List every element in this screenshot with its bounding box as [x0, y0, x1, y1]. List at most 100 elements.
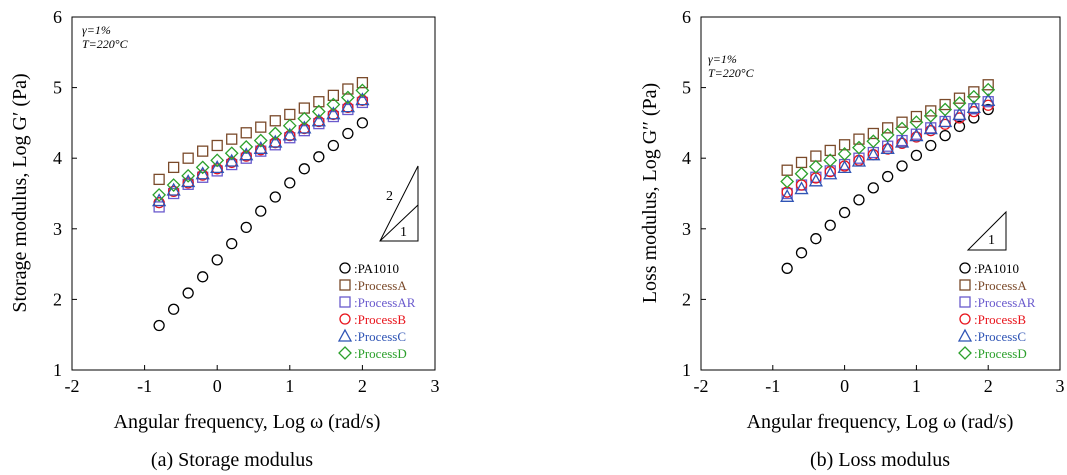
- point-processd: [340, 90, 355, 105]
- x-tick-label: 3: [431, 376, 440, 396]
- point-processc: [780, 188, 795, 202]
- legend-label-processc: :ProcessC: [354, 329, 406, 344]
- point-processd: [866, 134, 881, 149]
- point-processb: [240, 150, 252, 162]
- point-processd: [268, 126, 283, 141]
- legend-marker-processb: [339, 313, 351, 325]
- point-processar: [968, 103, 980, 115]
- point-processc: [923, 121, 938, 135]
- point-processa: [910, 110, 923, 123]
- point-processd: [311, 104, 326, 119]
- legend-marker-processb: [959, 313, 971, 325]
- x-tick-label: 0: [840, 376, 849, 396]
- x-axis-title: Angular frequency, Log ω (rad/s): [114, 411, 381, 433]
- point-processd: [282, 118, 297, 133]
- point-processa: [882, 122, 894, 134]
- point-processc: [909, 128, 924, 142]
- point-processc: [253, 140, 268, 154]
- x-tick-label: -1: [137, 376, 152, 396]
- point-processa: [810, 150, 822, 162]
- point-pa1010: [313, 151, 325, 163]
- point-processd: [852, 140, 866, 155]
- x-axis-title: Angular frequency, Log ω (rad/s): [747, 411, 1014, 433]
- point-processc: [268, 134, 283, 148]
- y-tick-label: 2: [682, 289, 691, 309]
- legend-marker-pa1010: [959, 262, 971, 274]
- point-pa1010: [342, 127, 354, 140]
- slope-label-2: 2: [386, 189, 393, 204]
- x-tick-label: 1: [285, 376, 294, 396]
- point-processc: [851, 153, 867, 167]
- point-processa: [795, 156, 808, 169]
- point-processb: [882, 143, 894, 155]
- point-processa: [838, 139, 851, 151]
- point-processc: [938, 114, 953, 128]
- point-pa1010: [824, 219, 836, 231]
- legend: :PA1010:ProcessA:ProcessAR:ProcessB:Proc…: [957, 261, 1036, 361]
- point-processd: [938, 102, 953, 117]
- point-processa: [211, 139, 223, 152]
- point-pa1010: [781, 262, 793, 274]
- plot-frame: [71, 16, 436, 371]
- point-processc: [181, 174, 196, 188]
- plot-frame: [700, 16, 1061, 371]
- point-processc: [166, 182, 181, 196]
- point-processb: [182, 177, 194, 189]
- condition-strain: γ=1%: [82, 23, 111, 37]
- point-pa1010: [939, 129, 951, 142]
- point-processd: [166, 178, 181, 192]
- point-pa1010: [240, 221, 252, 234]
- point-processa: [313, 96, 325, 108]
- point-processar: [982, 96, 994, 108]
- point-pa1010: [284, 177, 296, 189]
- point-processd: [837, 147, 852, 161]
- point-processb: [197, 169, 209, 181]
- point-pa1010: [867, 182, 879, 194]
- y-tick-label: 4: [682, 148, 691, 168]
- point-processa: [939, 98, 951, 111]
- data-points: [780, 79, 996, 274]
- point-processa: [226, 133, 238, 145]
- y-tick-label: 3: [682, 219, 691, 239]
- legend-marker-processc: [957, 328, 973, 342]
- point-processc: [282, 127, 297, 141]
- y-tick-label: 5: [682, 78, 691, 98]
- legend-label-processb: :ProcessB: [354, 312, 406, 327]
- point-processd: [808, 159, 823, 174]
- y-axis-title: Loss modulus, Log G′′ (Pa): [639, 83, 661, 303]
- point-processd: [210, 153, 225, 168]
- tick-labels: -2 -1 0 1 2 3 1 2 3 4 5 6: [682, 7, 1065, 396]
- point-processd: [239, 139, 254, 154]
- point-processb: [896, 137, 908, 150]
- point-processb: [284, 129, 296, 142]
- y-tick-label: 6: [53, 7, 62, 27]
- x-tick-label: -2: [694, 376, 709, 396]
- point-processc: [966, 100, 981, 114]
- point-processd: [909, 115, 924, 130]
- slope-triangle: 2 1: [379, 165, 419, 242]
- x-tick-label: 3: [1056, 376, 1065, 396]
- point-processa: [298, 102, 310, 114]
- legend-marker-pa1010: [339, 262, 351, 274]
- point-processc: [210, 160, 225, 174]
- point-pa1010: [211, 254, 223, 266]
- point-pa1010: [298, 163, 310, 175]
- y-axis-title: Storage modulus, Log G′ (Pa): [9, 73, 31, 312]
- slope-label-1: 1: [400, 225, 407, 240]
- point-processa: [284, 108, 296, 121]
- point-processd: [966, 89, 981, 104]
- legend-label-processc: :ProcessC: [974, 329, 1026, 344]
- point-processb: [269, 137, 281, 149]
- point-pa1010: [910, 149, 923, 162]
- point-pa1010: [953, 120, 966, 133]
- legend-label-processd: :ProcessD: [354, 346, 407, 361]
- point-pa1010: [795, 247, 808, 259]
- point-processc: [239, 147, 254, 161]
- point-processc: [808, 173, 823, 187]
- x-tick-label: 2: [984, 376, 993, 396]
- legend-marker-processd: [338, 346, 352, 360]
- point-processc: [894, 134, 910, 148]
- y-tick-label: 6: [682, 7, 691, 27]
- point-processc: [981, 92, 996, 106]
- condition-temperature: T=220°C: [708, 66, 755, 80]
